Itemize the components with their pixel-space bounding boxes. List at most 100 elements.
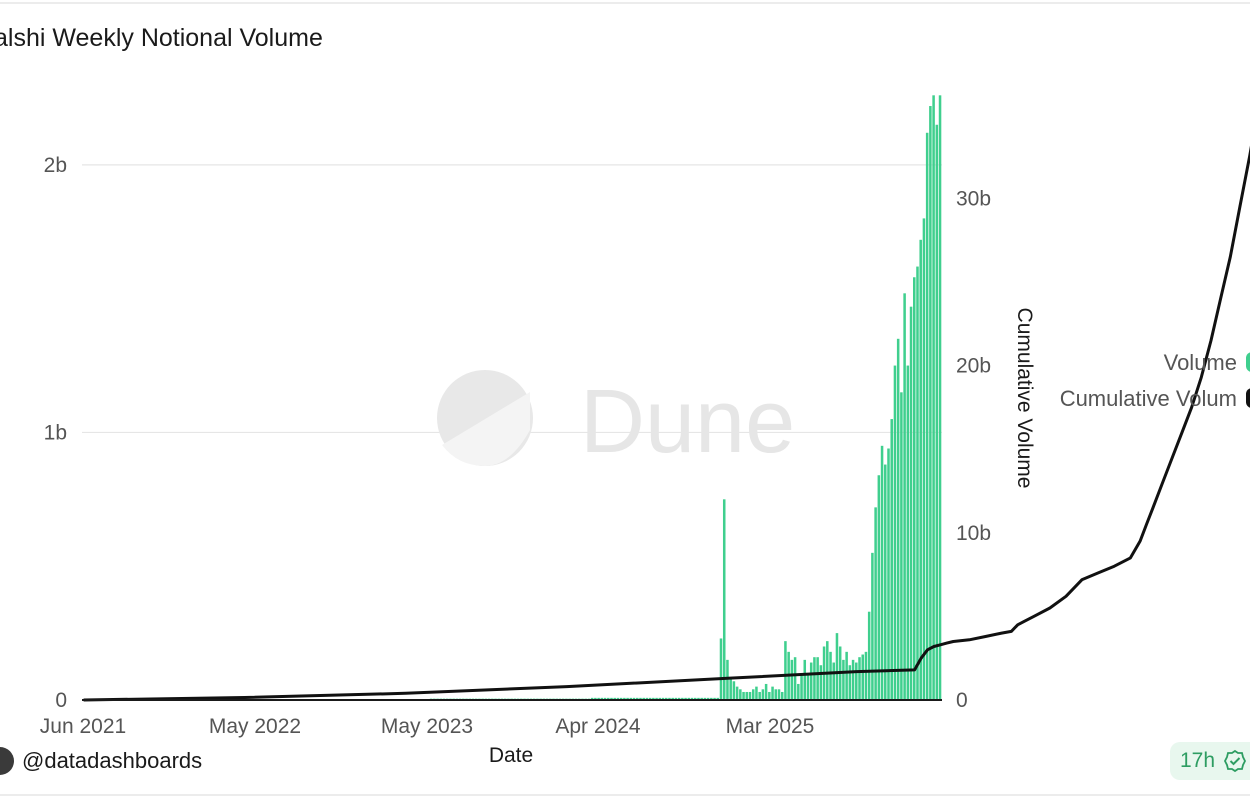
chart-title: alshi Weekly Notional Volume <box>0 24 323 52</box>
y2-tick-label: 20b <box>956 355 991 378</box>
volume-bar <box>806 673 810 700</box>
legend-swatch-volume <box>1246 352 1250 372</box>
volume-bar <box>681 697 684 700</box>
line-layer <box>83 145 1250 702</box>
volume-bar <box>929 106 932 700</box>
volume-bar <box>829 651 832 700</box>
volume-bar <box>932 95 935 700</box>
frame-top-border <box>0 2 1250 4</box>
volume-bar <box>745 691 749 700</box>
y-tick-label: 2b <box>44 154 67 177</box>
volume-bar <box>826 641 829 700</box>
volume-bar <box>655 697 658 700</box>
volume-bar <box>645 697 649 700</box>
volume-bar <box>935 124 939 700</box>
volume-bar <box>784 641 787 700</box>
x-axis-title: Date <box>489 744 533 767</box>
volume-bar <box>607 697 610 700</box>
volume-bar <box>594 697 597 700</box>
volume-bar <box>632 697 636 700</box>
volume-bar <box>739 689 742 700</box>
volume-bar <box>677 697 681 700</box>
volume-bar <box>690 697 694 700</box>
volume-bar <box>922 218 926 700</box>
volume-bar <box>697 697 700 700</box>
volume-bar <box>880 445 884 700</box>
volume-bar <box>906 365 910 700</box>
volume-bar <box>748 691 752 700</box>
volume-bar <box>855 662 858 700</box>
volume-bar <box>687 697 691 700</box>
volume-bar <box>777 689 781 700</box>
volume-bar <box>742 691 745 700</box>
volume-bar <box>903 293 906 700</box>
volume-bar <box>845 651 848 700</box>
volume-bar <box>925 132 929 700</box>
volume-bar <box>661 697 665 700</box>
user-handle[interactable]: @datadashboards <box>22 748 203 773</box>
y2-tick-label: 10b <box>956 522 991 545</box>
volume-bar <box>842 659 845 700</box>
y2-axis-title: Cumulative Volume <box>1013 308 1036 489</box>
volume-bar <box>648 697 652 700</box>
volume-bar <box>613 697 616 700</box>
volume-bar <box>700 697 703 700</box>
volume-bar <box>919 239 922 701</box>
y2-tick-label: 30b <box>956 187 991 210</box>
volume-bar <box>719 638 723 700</box>
axes-layer: 0 1b 2b 0 10b 20b 30b Jun 2021 May 2022 May 2023 A… <box>0 154 1036 767</box>
volume-bar <box>793 657 797 700</box>
volume-bar <box>623 697 626 700</box>
frame-bottom-border <box>0 794 1250 796</box>
volume-bar <box>674 697 678 700</box>
volume-bar <box>771 686 774 700</box>
volume-bar <box>819 665 823 700</box>
volume-bar <box>684 697 687 700</box>
volume-bar <box>616 697 620 700</box>
volume-bar <box>809 662 813 700</box>
volume-bar <box>710 697 713 700</box>
volume-bar <box>597 697 600 700</box>
volume-bar <box>590 697 594 700</box>
volume-bar <box>851 659 855 700</box>
volume-bar <box>813 657 816 700</box>
volume-bar <box>874 507 877 700</box>
volume-bar <box>913 277 916 700</box>
dune-watermark: Dune <box>437 370 795 472</box>
volume-bar <box>900 392 903 700</box>
volume-bar <box>764 683 768 700</box>
volume-bar <box>626 697 629 700</box>
dune-watermark-text: Dune <box>580 372 795 472</box>
volume-bar <box>610 697 613 700</box>
volume-bar <box>835 633 839 700</box>
volume-bar <box>800 673 803 700</box>
volume-bar <box>871 552 874 700</box>
refresh-badge[interactable]: 17h <box>1170 742 1250 780</box>
volume-bar <box>735 686 739 700</box>
volume-bar <box>726 659 729 700</box>
x-tick-label: Jun 2021 <box>40 715 126 738</box>
y2-tick-label: 0 <box>956 689 968 712</box>
legend-swatch-cumulative <box>1246 388 1250 408</box>
volume-bar <box>774 689 778 700</box>
volume-bar <box>916 266 919 700</box>
volume-bar <box>761 689 765 700</box>
legend-label-cumulative: Cumulative Volum <box>1060 386 1237 411</box>
volume-bar <box>877 475 881 700</box>
volume-bar <box>722 499 726 700</box>
volume-bar <box>732 681 736 700</box>
volume-bar <box>600 697 604 700</box>
volume-bar <box>729 678 732 700</box>
x-tick-label: Mar 2025 <box>726 715 815 738</box>
volume-bar <box>832 662 836 700</box>
volume-bar <box>716 697 720 700</box>
volume-bar <box>816 657 819 700</box>
volume-bar <box>797 683 800 700</box>
volume-bar <box>867 611 871 700</box>
y-tick-label: 0 <box>55 689 67 712</box>
footer-user[interactable]: @datadashboards <box>0 746 202 776</box>
volume-bar <box>848 665 852 700</box>
volume-bar <box>758 691 761 700</box>
volume-bar <box>896 338 900 700</box>
